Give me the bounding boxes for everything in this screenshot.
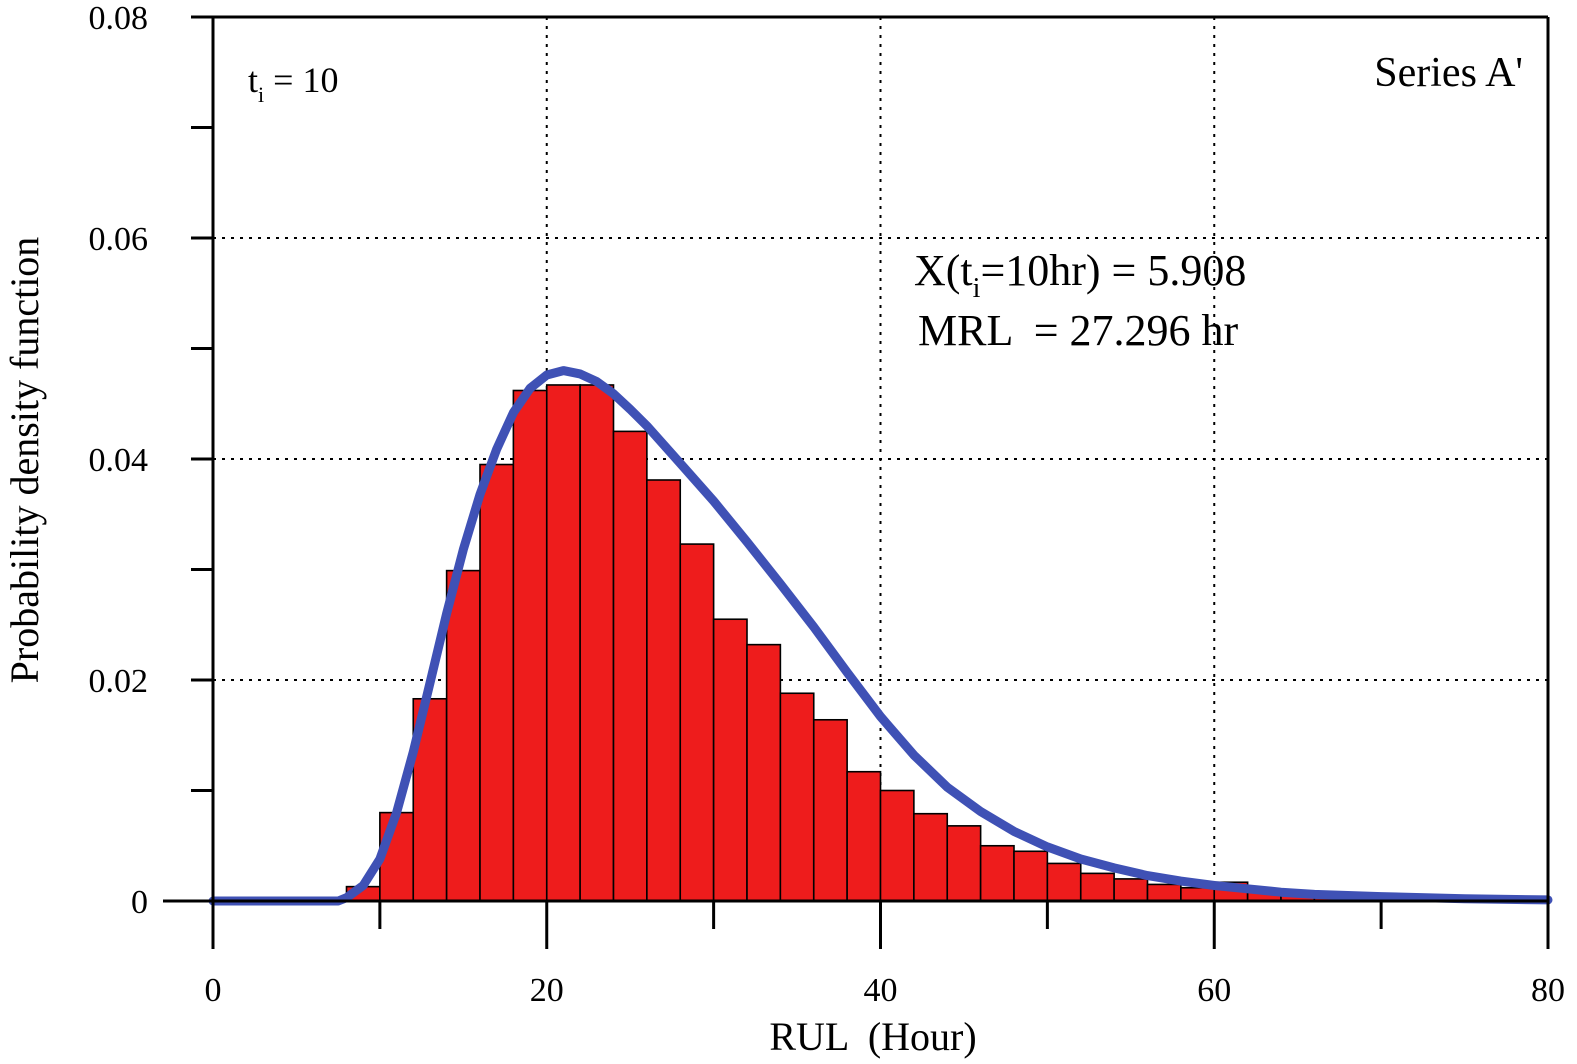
histogram-bar: [879, 789, 915, 902]
y-tick-label: 0: [131, 884, 148, 921]
y-axis-label: Probability density function: [2, 237, 47, 684]
ti-label: t: [248, 60, 258, 100]
histogram-bar: [1180, 886, 1216, 902]
y-tick-label: 0.06: [89, 221, 149, 258]
pdf-curve: [208, 366, 1553, 906]
histogram-bar: [812, 718, 848, 902]
histogram-bar: [445, 569, 481, 902]
histogram-bar: [1146, 883, 1182, 902]
histogram-bar: [579, 384, 615, 902]
x-tick-label: 20: [530, 972, 564, 1009]
pdf-curve-layer: [208, 366, 1553, 906]
y-tick-label: 0.08: [89, 0, 149, 37]
histogram-bar: [979, 844, 1015, 902]
x-axis-label: RUL (Hour): [769, 1014, 976, 1059]
histogram-bar: [946, 825, 982, 902]
x-tick-label: 60: [1197, 972, 1231, 1009]
mrl-annotation: MRL = 27.296 hr: [918, 306, 1239, 355]
x-label-suffix: =10hr) = 5.908: [980, 246, 1246, 295]
histogram-bars: [345, 384, 1382, 902]
ti-annotation: ti = 10: [248, 60, 338, 107]
histogram-bar: [1013, 850, 1049, 902]
histogram-bar: [746, 643, 782, 902]
histogram-bar: [779, 692, 815, 902]
tick-labels: 0 0.02 0.04 0.06 0.08 0 20 40 60 80: [89, 0, 1566, 1009]
histogram-bar: [846, 770, 882, 902]
y-tick-label: 0.02: [89, 663, 149, 700]
histogram-bar: [913, 812, 949, 902]
ti-value: = 10: [264, 60, 338, 100]
histogram-bar: [1046, 862, 1082, 902]
x-tick-label: 80: [1531, 972, 1565, 1009]
y-tick-label: 0.04: [89, 442, 149, 479]
x-tick-label: 40: [864, 972, 898, 1009]
histogram-bar: [646, 479, 682, 902]
histogram-bar: [1113, 878, 1149, 902]
histogram-bar: [512, 389, 548, 902]
x-ti-annotation: X(ti=10hr) = 5.908: [914, 246, 1246, 304]
histogram-bar: [612, 430, 648, 902]
x-tick-label: 0: [205, 972, 222, 1009]
ti-subscript: i: [258, 82, 264, 107]
x-label-prefix: X(t: [914, 246, 973, 295]
histogram-bar: [479, 463, 515, 902]
series-label: Series A': [1374, 50, 1523, 96]
histogram-bar: [679, 543, 715, 902]
x-label-subscript: i: [973, 273, 981, 304]
histogram-bar: [545, 384, 581, 902]
histogram-bar: [712, 618, 748, 902]
axes: [163, 15, 1550, 949]
histogram-bar: [1079, 872, 1115, 902]
